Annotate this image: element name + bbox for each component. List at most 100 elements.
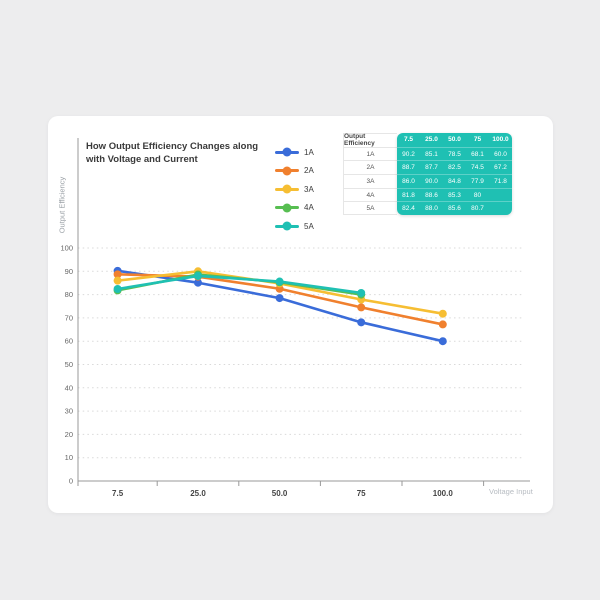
table-col-header: 25.0 [425,136,438,144]
legend-line-marker [275,147,299,157]
table-cell: 81.8 [402,191,415,199]
table-cell: 80.7 [471,205,484,213]
chart-title: How Output Efficiency Changes along with… [86,140,258,166]
x-tick-label-25.0: 25.0 [190,489,206,498]
chart-title-line2: with Voltage and Current [86,154,198,165]
table-cell: 90.0 [425,177,438,185]
y-tick-label-0: 0 [69,477,73,486]
table-cell: 80 [473,191,482,199]
chart-legend: 1A 2A 3A 4A 5A [275,143,314,236]
y-tick-label-40: 40 [65,383,73,392]
table-header-row: 7.5 25.0 50.0 75 100.0 [397,133,512,147]
data-table: Output Efficiency 1A 2A 3A 4A 5A 7.5 25.0 50.0 7… [343,133,512,216]
data-point-3a-4 [438,309,447,318]
y-tick-label-30: 30 [65,407,73,416]
legend-dot-icon [282,203,292,213]
table-cell: 88.0 [425,205,438,213]
table-cell [489,189,512,202]
table-cell: 87.7 [425,164,438,172]
chart-card: 0 10 20 30 40 50 60 70 80 90 100 7.5 25.0 50.0 75 100.0… [48,116,553,513]
y-tick-label-80: 80 [65,290,73,299]
legend-item-3a[interactable]: 3A [275,180,314,199]
table-row: 90.2 85.1 78.5 68.1 60.0 [397,146,512,161]
data-point-3a-0 [113,276,122,285]
y-tick-label-50: 50 [65,360,73,369]
legend-label: 1A [304,147,314,157]
table-cell: 82.4 [402,205,415,213]
table-cell: 85.6 [448,205,461,213]
series-line-5a [116,274,363,295]
table-data-grid: 7.5 25.0 50.0 75 100.0 90.2 85.1 78.5 68.1 60.0 88… [397,133,512,216]
data-point-5a-3 [357,288,366,297]
x-tick-label-7.5: 7.5 [112,489,124,498]
data-point-1a-4 [438,337,447,346]
table-cell: 67.2 [494,164,507,172]
table-row-label: 4A [344,187,397,202]
y-tick-label-60: 60 [65,337,73,346]
line-chart: 0 10 20 30 40 50 60 70 80 90 100 7.5 25.0 50.0 75 100.0 [60,138,530,498]
legend-line-marker [275,221,299,231]
table-row: 88.7 87.7 82.5 74.5 67.2 [397,160,512,174]
legend-dot-icon [282,147,292,157]
table-cell: 86.0 [402,177,415,185]
data-point-5a-1 [194,271,202,280]
table-label-column: Output Efficiency 1A 2A 3A 4A 5A [343,133,397,216]
data-point-1a-1 [194,278,202,287]
y-tick-label-10: 10 [65,453,73,462]
table-cell: 82.5 [448,164,461,172]
legend-label: 5A [304,221,314,231]
table-col-header: 75 [473,136,482,144]
table-cell [489,202,512,215]
legend-label: 3A [304,184,314,194]
table-cell: 60.0 [494,150,507,158]
y-axis-title: Output Efficiency [57,176,67,234]
table-cell: 84.8 [448,177,461,185]
table-row-label: 1A [344,146,397,161]
y-tick-label-100: 100 [60,244,73,253]
data-point-1a-3 [357,318,366,327]
data-point-2a-0 [113,270,122,279]
x-tick-label-50.0: 50.0 [272,489,288,498]
legend-item-4a[interactable]: 4A [275,199,314,218]
legend-dot-icon [282,166,292,176]
table-cell: 85.1 [425,150,438,158]
y-tick-label-20: 20 [65,430,73,439]
data-point-5a-2 [275,277,284,286]
table-cell: 88.7 [402,164,415,172]
y-tick-label-70: 70 [65,313,73,322]
table-cell: 71.8 [494,177,507,185]
table-row-label: 3A [344,174,397,188]
y-tick-label-90: 90 [65,267,73,276]
table-row-label: 2A [344,160,397,175]
legend-label: 2A [304,166,314,176]
table-cell: 90.2 [402,150,415,158]
x-axis-title: Voltage Input [489,487,533,496]
table-cell: 74.5 [471,164,484,172]
legend-item-5a[interactable]: 5A [275,217,314,236]
legend-item-2a[interactable]: 2A [275,162,314,181]
table-col-header: 100.0 [492,136,509,144]
data-point-1a-2 [275,294,284,303]
data-point-5a-0 [113,285,122,294]
legend-line-marker [275,184,299,194]
table-cell: 77.9 [471,177,484,185]
table-corner-header: Output Efficiency [344,133,397,147]
legend-dot-icon [282,221,292,231]
data-point-2a-3 [357,303,366,312]
table-cell: 78.5 [448,150,461,158]
chart-title-line1: How Output Efficiency Changes along [86,141,259,152]
legend-line-marker [275,166,299,176]
legend-dot-icon [282,184,292,194]
table-row: 86.0 90.0 84.8 77.9 71.8 [397,174,512,188]
table-cell: 85.3 [448,191,461,199]
legend-line-marker [275,203,299,213]
table-cell: 88.6 [425,191,438,199]
x-tick-label-100.0: 100.0 [433,489,454,498]
table-row: 82.4 88.0 85.6 80.7 [397,201,512,215]
x-tick-label-75: 75 [357,489,366,498]
legend-item-1a[interactable]: 1A [275,143,314,162]
table-row-label: 5A [344,201,397,216]
table-row: 81.8 88.6 85.3 80 [397,187,512,202]
data-point-2a-4 [438,320,447,329]
